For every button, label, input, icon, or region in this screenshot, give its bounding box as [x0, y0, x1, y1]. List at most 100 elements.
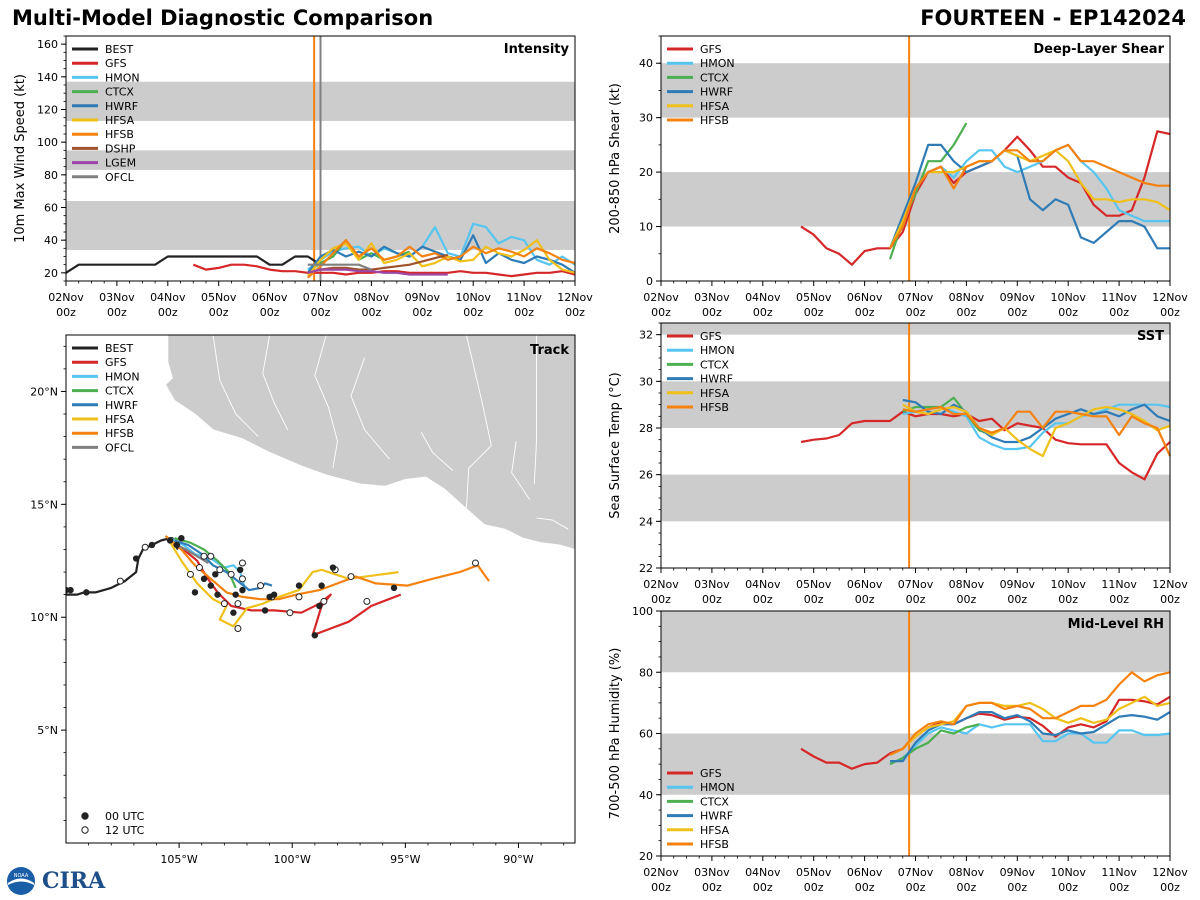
track-x-tick-label: 90°W [503, 853, 533, 866]
track-marker-12utc [220, 600, 228, 608]
state-border [350, 357, 390, 460]
intensity-series-ofcl [307, 263, 372, 271]
intensity-legend-label: GFS [105, 57, 127, 70]
noaa-emblem-text: NOAA [14, 873, 29, 879]
rh-legend-label: HFSA [700, 824, 730, 837]
intensity-y-tick-label: 20 [44, 267, 58, 280]
sst-shade-band [661, 323, 1170, 335]
intensity-legend-label: DSHP [105, 142, 136, 155]
intensity-x-tick-label: 06Nov 00z [252, 291, 288, 319]
land-mass [164, 335, 575, 551]
track-marker-12utc [116, 577, 124, 585]
intensity-legend-label: OFCL [105, 171, 135, 184]
sst-legend-label: HMON [700, 344, 735, 357]
shear-legend-label: CTCX [700, 71, 729, 84]
track-series-best [66, 537, 181, 596]
intensity-legend-label: HWRF [105, 100, 138, 113]
track-legend-label: GFS [105, 356, 127, 369]
shear-x-tick-label: 03Nov 00z [694, 291, 730, 319]
intensity-x-tick-label: 10Nov 00z [455, 291, 491, 319]
track-legend-label: HWRF [105, 399, 138, 412]
sst-frame [660, 322, 1171, 569]
track-marker-12utc [320, 597, 328, 605]
cira-logo: NOAA CIRA [6, 866, 105, 896]
intensity-x-tick-label: 12Nov 00z [557, 291, 593, 319]
sst-legend-label: HFSB [700, 401, 729, 414]
track-marker-12utc [347, 573, 355, 581]
shear-series-hwrf [888, 143, 1170, 250]
rh-series-hfsa [889, 695, 1171, 756]
intensity-x-tick-label: 04Nov 00z [150, 291, 186, 319]
shear-series-hfsb [889, 143, 1170, 249]
intensity-x-tick-label: 02Nov 00z [48, 291, 84, 319]
intensity-y-tick-label: 60 [44, 202, 58, 215]
sst-shade-band [661, 381, 1170, 428]
state-border [465, 335, 492, 509]
track-marker-12utc [216, 566, 224, 574]
track-marker-00utc [311, 632, 319, 639]
intensity-series-hwrf [306, 234, 576, 274]
track-marker-12utc [234, 625, 242, 633]
track-marker-12utc [363, 597, 371, 605]
track-legend-label: CTCX [105, 385, 134, 398]
sst-legend-label: HFSA [700, 387, 730, 400]
rh-legend-label: HFSB [700, 838, 729, 851]
intensity-x-tick-label: 05Nov 00z [201, 291, 237, 319]
intensity-legend-label: BEST [105, 43, 133, 56]
shear-panel-title: Deep-Layer Shear [1033, 42, 1164, 57]
sst-x-tick-label: 09Nov 00z [1000, 578, 1036, 606]
track-marker-00utc [200, 575, 208, 583]
rh-legend-label: HMON [700, 781, 735, 794]
storm-id-title: FOURTEEN - EP142024 [920, 6, 1186, 30]
shear-x-tick-label: 10Nov 00z [1050, 291, 1086, 319]
track-marker-00utc [83, 589, 90, 596]
track-legend-label: BEST [105, 342, 133, 355]
sst-x-tick-label: 11Nov 00z [1101, 578, 1137, 606]
track-marker-12utc [195, 564, 203, 572]
rh-legend-label: CTCX [700, 795, 729, 808]
cira-logo-text: CIRA [42, 868, 106, 894]
shear-x-tick-label: 08Nov 00z [949, 291, 985, 319]
intensity-legend-label: CTCX [105, 86, 134, 99]
track-marker-00utc [236, 566, 244, 574]
shear-y-tick-label: 30 [639, 112, 653, 125]
intensity-y-tick-label: 80 [44, 169, 58, 182]
track-panel-title: Track [530, 343, 569, 358]
track-marker-12utc [471, 559, 479, 567]
rh-series-hfsb [889, 671, 1171, 756]
sst-series-gfs [800, 410, 1171, 481]
sst-y-tick-label: 32 [639, 329, 653, 342]
intensity-x-tick-label: 03Nov 00z [99, 291, 135, 319]
track-marker-00utc [316, 602, 323, 610]
track-marker-00utc [148, 541, 156, 549]
sst-y-tick-label: 28 [639, 422, 653, 435]
track-marker-00utc [132, 555, 140, 562]
track-marker-00utc [207, 582, 214, 589]
shear-shade-band [661, 63, 1170, 118]
intensity-legend-label: HMON [105, 71, 140, 84]
marker-legend-label: 00 UTC [105, 810, 145, 823]
intensity-y-tick-label: 160 [37, 38, 58, 51]
rh-y-tick-label: 100 [632, 605, 653, 618]
rh-series-hmon [889, 723, 1171, 766]
shear-x-tick-label: 07Nov 00z [898, 291, 934, 319]
track-legend-label: HFSB [105, 427, 134, 440]
intensity-x-tick-label: 09Nov 00z [405, 291, 441, 319]
track-legend-label: HMON [105, 370, 140, 383]
intensity-x-tick-label: 08Nov 00z [354, 291, 390, 319]
intensity-series-lgem [307, 268, 448, 276]
intensity-series-gfs [192, 263, 576, 278]
state-border [420, 431, 454, 471]
track-marker-12utc [257, 582, 265, 590]
track-marker-12utc [295, 593, 303, 601]
rh-x-tick-label: 03Nov 00z [694, 866, 730, 894]
sst-y-axis-label: Sea Surface Temp (°C) [608, 372, 623, 519]
sst-legend-label: HWRF [700, 373, 733, 386]
intensity-y-tick-label: 40 [44, 234, 58, 247]
track-marker-00utc [270, 591, 278, 598]
intensity-y-tick-label: 140 [37, 71, 58, 84]
track-map [66, 335, 575, 639]
intensity-legend-label: HFSA [105, 114, 135, 127]
intensity-panel-title: Intensity [504, 42, 570, 57]
